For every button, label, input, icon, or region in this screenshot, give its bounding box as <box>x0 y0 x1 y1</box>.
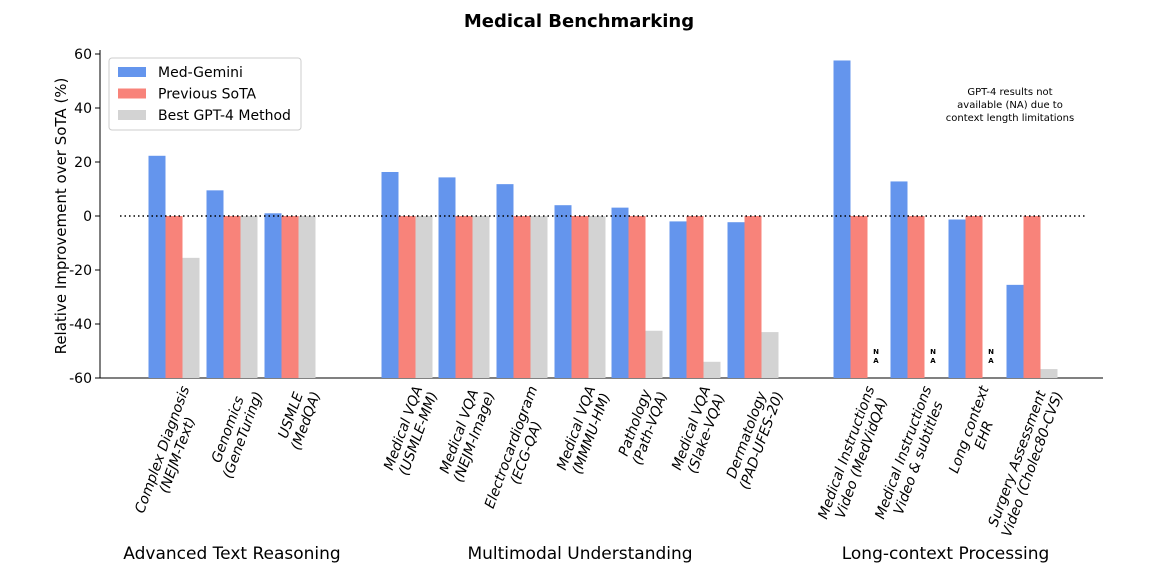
bar <box>588 216 606 378</box>
value-label: NA <box>872 348 880 366</box>
bar <box>165 216 183 378</box>
bar <box>206 190 224 378</box>
bar <box>415 216 433 378</box>
value-label: NA <box>929 348 937 366</box>
bar <box>398 216 416 378</box>
group-label: Long-context Processing <box>841 544 1050 564</box>
bar <box>281 216 299 378</box>
bar <box>669 221 687 378</box>
bar <box>628 216 646 378</box>
y-tick-label: -60 <box>69 371 92 387</box>
y-tick-label: 20 <box>74 155 92 171</box>
bar <box>298 216 316 378</box>
bar <box>1023 216 1041 378</box>
bar <box>1006 284 1024 378</box>
legend-label: Previous SoTA <box>158 87 257 103</box>
bar <box>703 361 721 378</box>
bar <box>948 219 966 378</box>
y-tick-label: -40 <box>69 317 92 333</box>
bar <box>513 216 531 378</box>
bar <box>645 330 663 378</box>
bar <box>496 184 514 378</box>
bar <box>472 216 490 378</box>
y-tick-label: 0 <box>83 209 92 225</box>
y-tick-label: 60 <box>74 47 92 63</box>
bar <box>182 257 200 378</box>
bar <box>907 216 925 378</box>
bar <box>240 216 258 378</box>
bar <box>455 216 473 378</box>
bar <box>530 216 548 378</box>
bar <box>223 216 241 378</box>
bar <box>850 216 868 378</box>
bar <box>965 216 983 378</box>
bar <box>686 216 704 378</box>
bar <box>890 181 908 378</box>
bar <box>438 177 456 378</box>
bar <box>761 332 779 378</box>
bar <box>571 216 589 378</box>
y-axis-label: Relative Improvement over SoTA (%) <box>52 78 70 355</box>
bar <box>611 207 629 378</box>
legend-swatch <box>118 67 146 77</box>
bar <box>554 205 572 378</box>
bar <box>744 216 762 378</box>
legend-label: Med-Gemini <box>158 65 243 81</box>
bar <box>148 155 166 378</box>
chart-title: Medical Benchmarking <box>464 11 694 32</box>
bar <box>1040 369 1058 378</box>
legend-label: Best GPT-4 Method <box>158 108 291 124</box>
legend-box <box>108 57 302 131</box>
y-tick-label: 40 <box>74 101 92 117</box>
group-label: Multimodal Understanding <box>467 544 693 564</box>
bar <box>727 222 745 378</box>
y-tick-label: -20 <box>69 263 92 279</box>
value-label: NA <box>987 348 995 366</box>
legend-swatch <box>118 88 146 99</box>
bar <box>833 60 851 378</box>
bar <box>381 171 399 378</box>
legend-swatch <box>118 110 146 120</box>
annotation: GPT-4 results not available (NA) due to … <box>945 87 1075 124</box>
bar <box>264 213 282 378</box>
group-label: Advanced Text Reasoning <box>123 544 341 564</box>
